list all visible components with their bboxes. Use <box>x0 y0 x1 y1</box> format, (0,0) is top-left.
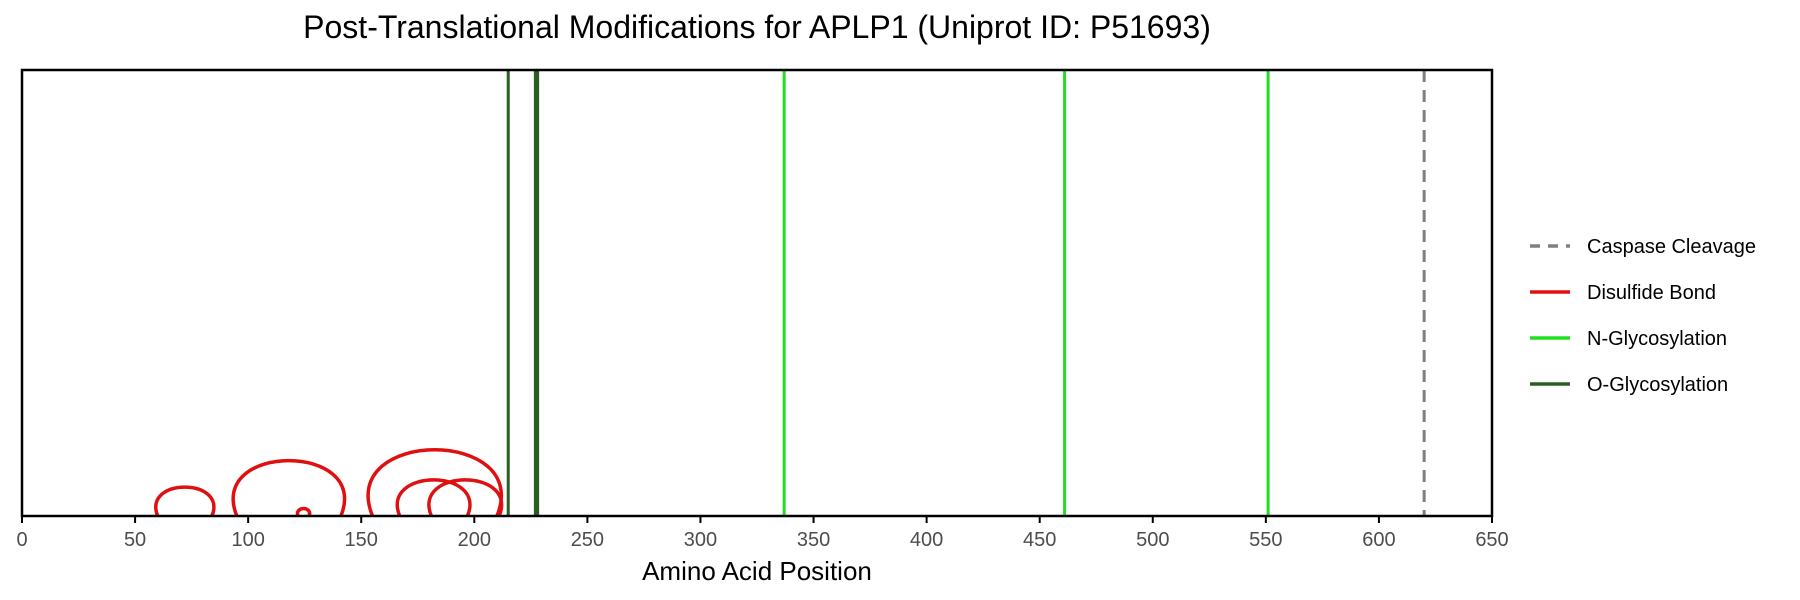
disulfide-bond-arc <box>295 506 312 517</box>
x-tick-label: 550 <box>1249 529 1282 551</box>
x-tick-label: 150 <box>345 529 378 551</box>
plot-marks <box>154 70 1426 517</box>
x-tick-label: 600 <box>1362 529 1395 551</box>
x-axis: 0 50 100 150 200 250 300 350 400 450 500 550 600 650 <box>16 516 1509 551</box>
disulfide-bond-arc <box>366 448 503 517</box>
x-tick-label: 300 <box>684 529 717 551</box>
x-tick-label: 500 <box>1136 529 1169 551</box>
o-glycosylation-legend-label: O-Glycosylation <box>1587 374 1728 396</box>
x-tick-label: 100 <box>231 529 264 551</box>
x-tick-label: 400 <box>910 529 943 551</box>
x-tick-label: 350 <box>797 529 830 551</box>
x-tick-label: 650 <box>1475 529 1508 551</box>
x-tick-label: 450 <box>1023 529 1056 551</box>
disulfide-bond-arc <box>154 485 216 517</box>
disulfide-bond-legend-label: Disulfide Bond <box>1587 282 1716 304</box>
legend: Caspase Cleavage Disulfide Bond N-Glycosyl… <box>1530 236 1756 396</box>
plot-frame <box>20 68 1494 518</box>
n-glycosylation-legend-label: N-Glycosylation <box>1587 328 1727 350</box>
disulfide-bond-arc <box>231 458 347 517</box>
x-tick-label: 250 <box>571 529 604 551</box>
x-tick-label: 0 <box>16 529 27 551</box>
chart-title: Post-Translational Modifications for APL… <box>303 9 1211 45</box>
disulfide-bond-arc <box>395 478 472 517</box>
x-tick-label: 200 <box>458 529 491 551</box>
caspase-cleavage-legend-label: Caspase Cleavage <box>1587 236 1756 258</box>
x-axis-title: Amino Acid Position <box>642 556 872 586</box>
disulfide-bond-arc <box>427 478 504 517</box>
x-tick-label: 50 <box>124 529 146 551</box>
